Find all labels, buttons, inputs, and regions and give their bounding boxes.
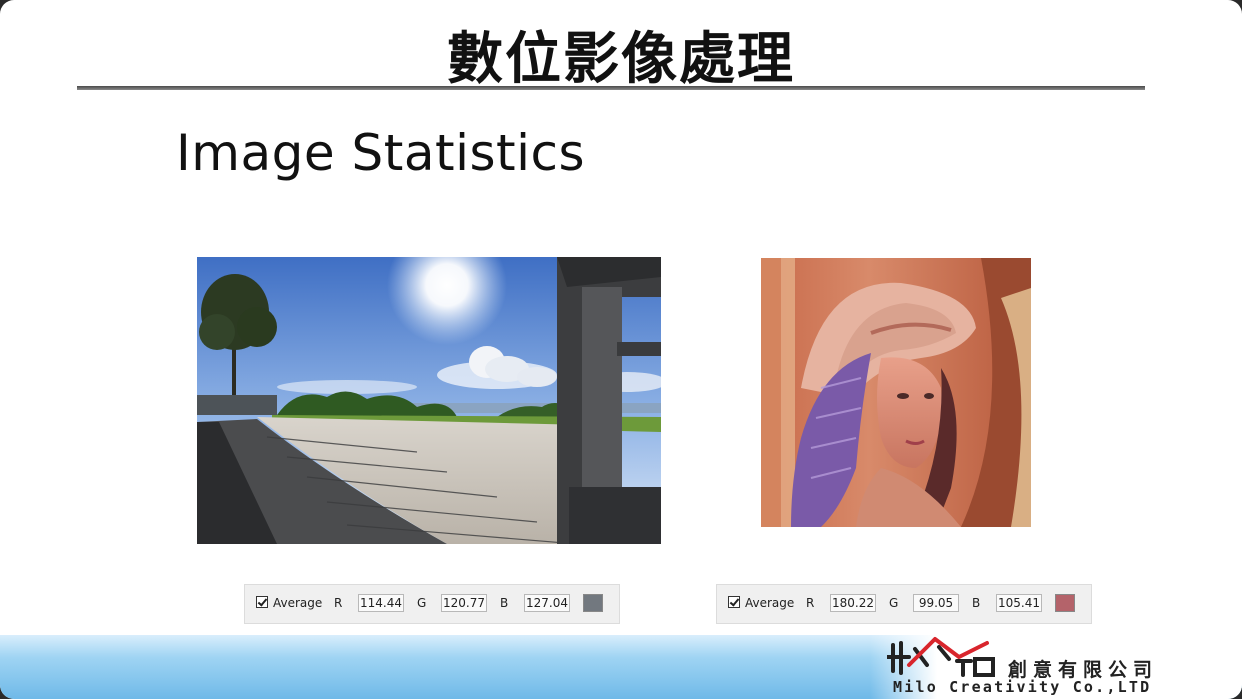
average-color-swatch	[1055, 594, 1075, 612]
stats-bar-portrait: Average R 180.22 G 99.05 B 105.41	[716, 584, 1092, 624]
average-label: Average	[745, 596, 795, 610]
r-value-field[interactable]: 180.22	[830, 594, 876, 612]
g-label: G	[417, 596, 427, 610]
slide-subtitle: Image Statistics	[176, 124, 586, 182]
b-label: B	[972, 596, 981, 610]
r-value-field[interactable]: 114.44	[358, 594, 404, 612]
average-checkbox[interactable]	[256, 596, 268, 608]
g-label: G	[889, 596, 899, 610]
g-value-field[interactable]: 120.77	[441, 594, 487, 612]
average-color-swatch	[583, 594, 603, 612]
company-name-cn: 創意有限公司	[1008, 659, 1159, 681]
b-value-field[interactable]: 127.04	[524, 594, 570, 612]
title-divider	[77, 86, 1145, 90]
company-logo-icon	[885, 635, 1002, 679]
landscape-photo	[197, 257, 661, 544]
average-label: Average	[273, 596, 323, 610]
portrait-photo	[761, 258, 1031, 527]
company-name-en: Milo Creativity Co.,LTD	[893, 678, 1152, 696]
r-label: R	[806, 596, 815, 610]
slide-title: 數位影像處理	[447, 27, 795, 92]
average-checkbox[interactable]	[728, 596, 740, 608]
b-label: B	[500, 596, 509, 610]
r-label: R	[334, 596, 343, 610]
g-value-field[interactable]: 99.05	[913, 594, 959, 612]
b-value-field[interactable]: 105.41	[996, 594, 1042, 612]
stats-bar-landscape: Average R 114.44 G 120.77 B 127.04	[244, 584, 620, 624]
